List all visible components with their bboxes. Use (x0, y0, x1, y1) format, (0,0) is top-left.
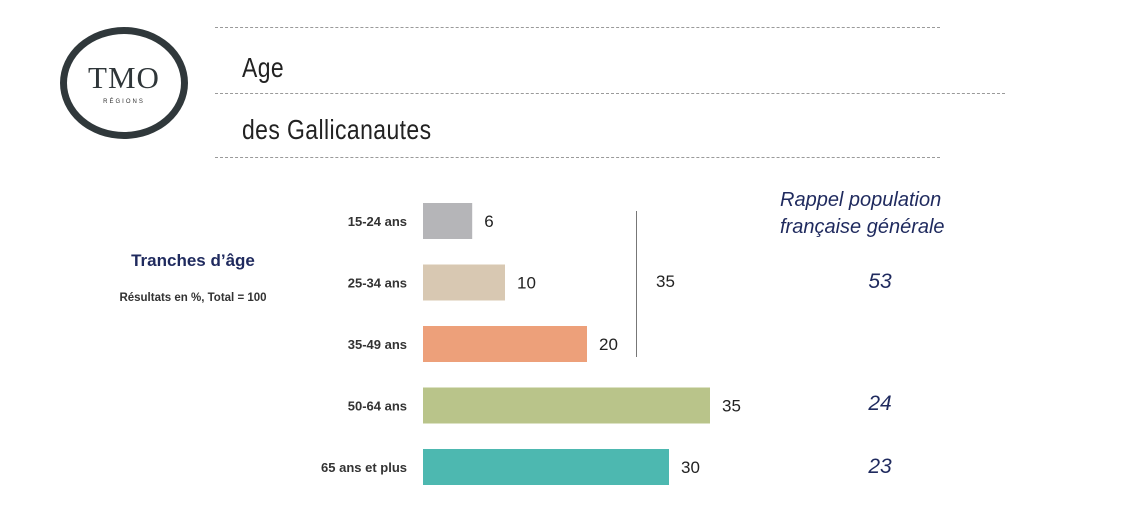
data-label: 10 (517, 274, 536, 293)
page-title-line1: Age (242, 52, 285, 83)
reference-value-under50: 53 (868, 270, 892, 293)
category-label: 35-49 ans (348, 337, 407, 352)
bar (423, 264, 505, 301)
logo-main-text: TMO (88, 60, 160, 95)
bar (423, 449, 669, 485)
reference-header-line1: Rappel population (780, 189, 942, 211)
category-label: 65 ans et plus (321, 460, 407, 475)
tmo-logo: TMO RÉGIONS (60, 27, 188, 139)
reference-value-65-plus: 23 (868, 455, 892, 478)
bar (423, 203, 473, 239)
reference-header: Rappel population française générale (780, 187, 945, 241)
bar (423, 326, 587, 362)
group-total-value: 35 (656, 272, 675, 291)
reference-value-50-64: 24 (868, 392, 892, 415)
page-title-line2: des Gallicanautes (242, 114, 432, 145)
data-label: 20 (599, 335, 618, 354)
age-group-heading: Tranches d’âge (131, 251, 255, 270)
group-bracket (636, 211, 637, 357)
data-label: 6 (484, 212, 493, 231)
data-label: 35 (722, 397, 741, 416)
logo-sub-text: RÉGIONS (103, 99, 145, 105)
category-label: 25-34 ans (348, 276, 407, 291)
title-rule-middle (215, 93, 1005, 94)
bar (423, 387, 710, 424)
category-label: 50-64 ans (348, 399, 407, 414)
category-label: 15-24 ans (348, 214, 407, 229)
title-rule-top (215, 27, 940, 28)
title-rule-bottom (215, 157, 940, 158)
results-note: Résultats en %, Total = 100 (119, 292, 267, 304)
reference-header-line2: française générale (780, 216, 945, 238)
data-label: 30 (681, 458, 700, 477)
